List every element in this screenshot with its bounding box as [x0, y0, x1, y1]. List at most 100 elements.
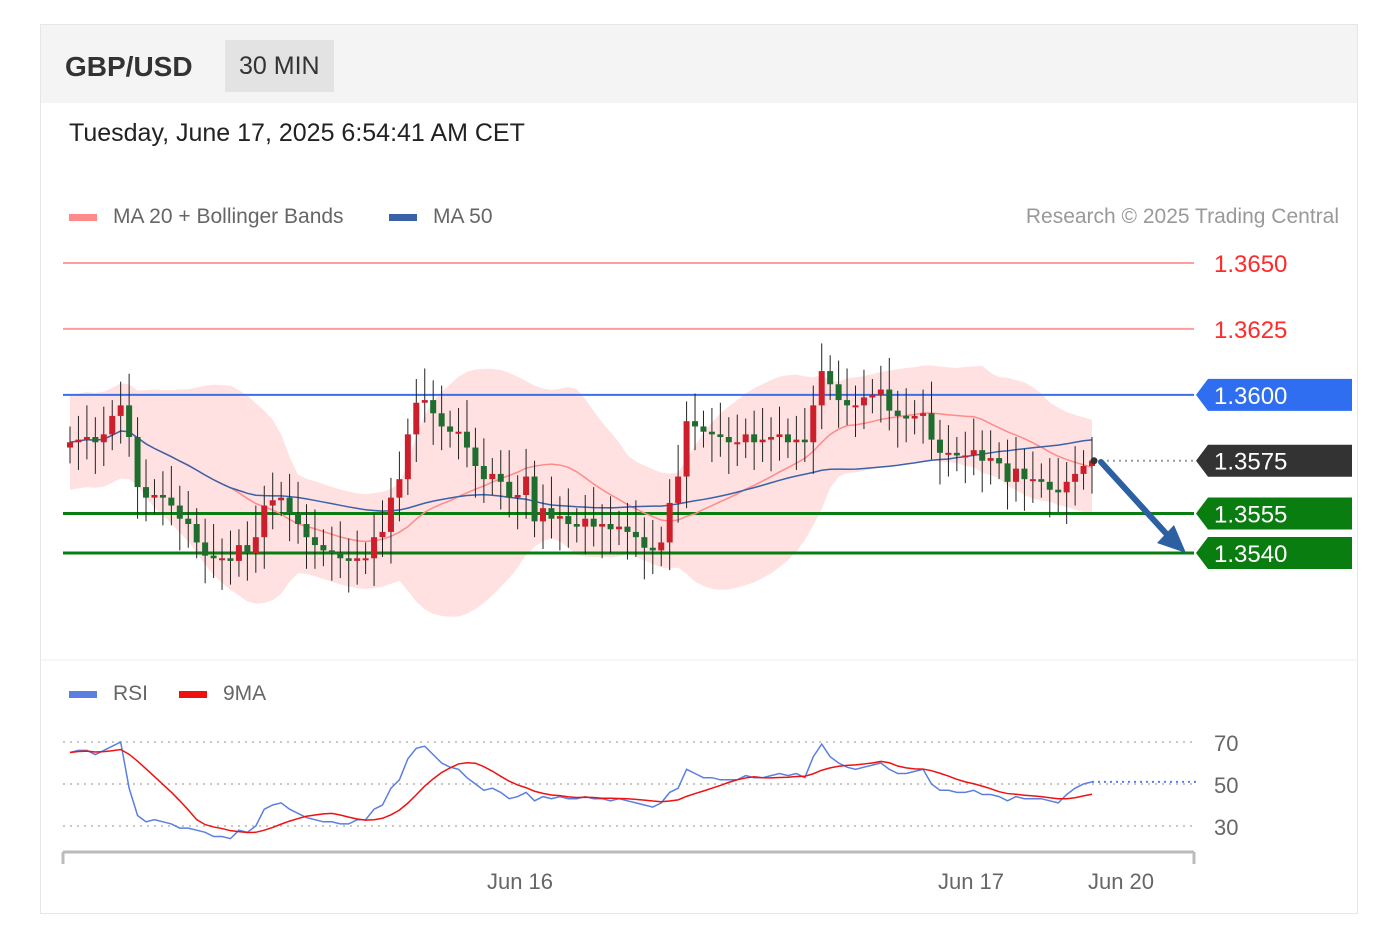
candle-body [996, 458, 1003, 464]
candle-body [717, 434, 724, 437]
candle-body [548, 508, 555, 519]
candle-body [953, 452, 960, 456]
candle-body [193, 523, 200, 543]
candle-body [751, 434, 758, 443]
candle-body [227, 558, 234, 561]
bollinger-band-area [70, 365, 1092, 617]
candle-body [438, 413, 445, 427]
candle-body [1012, 468, 1019, 482]
candle-body [768, 436, 775, 440]
candle-body [126, 405, 133, 437]
candle-body [1046, 481, 1053, 490]
candle-body [945, 452, 952, 455]
candle-body [1055, 489, 1062, 493]
candle-body [1080, 465, 1087, 474]
candle-body [810, 405, 817, 443]
candle-body [168, 497, 175, 506]
candle-body [320, 545, 327, 551]
candle-body [117, 405, 124, 416]
candle-body [134, 436, 141, 488]
candle-body [176, 505, 183, 519]
level-tag-text-1.3575: 1.3575 [1214, 449, 1287, 476]
candles [67, 343, 1098, 593]
candle-body [632, 531, 639, 538]
candle-body [793, 439, 800, 443]
ma50-swatch [389, 213, 417, 221]
pair-title: GBP/USD [65, 51, 193, 82]
candle-body [742, 434, 749, 443]
candle-body [700, 426, 707, 432]
candle-body [784, 434, 791, 443]
candle-body [886, 389, 893, 411]
candle-body [920, 413, 927, 416]
x-label-jun20: Jun 20 [1088, 869, 1154, 894]
candle-body [379, 531, 386, 538]
candle-body [497, 473, 504, 482]
candle-body [979, 450, 986, 461]
candle-body [962, 455, 969, 458]
candle-body [447, 426, 454, 432]
candle-body [666, 502, 673, 543]
rsi-level-50: 50 [1214, 773, 1238, 798]
candle-body [649, 547, 656, 551]
9ma-label: 9MA [223, 682, 267, 705]
candle-body [269, 500, 276, 506]
candle-body [877, 389, 884, 395]
candle-body [143, 487, 150, 498]
candle-body [159, 494, 166, 498]
candle-body [531, 476, 538, 522]
candle-body [725, 436, 732, 443]
candle-body [261, 505, 268, 538]
level-tag-text-1.3555: 1.3555 [1214, 501, 1287, 528]
candle-body [683, 421, 690, 477]
candle-body [911, 415, 918, 419]
candle-body [1063, 481, 1070, 493]
x-axis: Jun 16 Jun 17 Jun 20 [61, 850, 1196, 894]
candle-body [311, 537, 318, 546]
candle-body [1072, 473, 1079, 482]
candle-body [844, 400, 851, 406]
candle-body [675, 476, 682, 503]
candle-body [641, 537, 648, 548]
candle-body [835, 384, 842, 401]
candle-body [1038, 479, 1045, 482]
candle-body [480, 465, 487, 480]
candle-body [489, 473, 496, 480]
candle-body [573, 523, 580, 527]
candle-body [345, 558, 352, 561]
candle-body [801, 439, 808, 443]
rsi-swatch [69, 690, 97, 698]
timeframe-badge[interactable]: 30 MIN [225, 40, 334, 92]
level-tag-text-1.3540: 1.3540 [1214, 541, 1287, 568]
candle-body [295, 513, 302, 524]
candle-body [734, 442, 741, 445]
candle-body [362, 558, 369, 561]
candle-body [463, 431, 470, 448]
forecast-arrow-head [1157, 525, 1186, 553]
candle-body [658, 542, 665, 551]
candle-body [100, 434, 107, 443]
candle-body [970, 450, 977, 456]
candle-body [404, 434, 411, 480]
candle-body [83, 436, 90, 440]
candle-body [987, 458, 994, 461]
legend-ma20: MA 20 + Bollinger Bands [69, 205, 344, 229]
legend-rsi: RSI [69, 682, 148, 706]
rsi-9ma-line [69, 748, 1093, 834]
candle-body [514, 494, 521, 498]
forecast-arrow [1098, 459, 1186, 553]
legend-9ma: 9MA [179, 682, 266, 706]
candle-body [936, 439, 943, 453]
rsi-label: RSI [113, 682, 149, 705]
candle-body [371, 537, 378, 559]
bollinger-band-fill [70, 365, 1092, 617]
candle-body [396, 479, 403, 498]
candle-body [607, 523, 614, 530]
candle-body [337, 552, 344, 559]
candle-body [556, 516, 563, 519]
candle-body [506, 481, 513, 498]
candle-body [523, 476, 530, 495]
candle-body [852, 405, 859, 408]
ma20-swatch [69, 213, 97, 221]
